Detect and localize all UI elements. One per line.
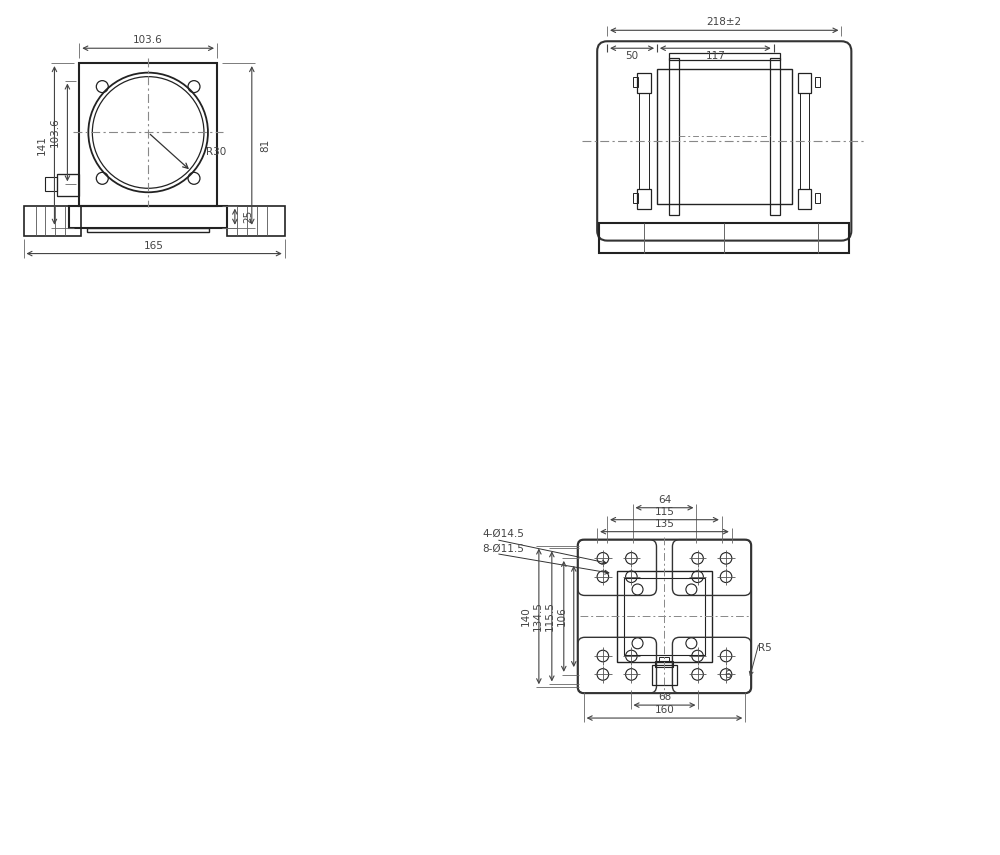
Text: 218±2: 218±2 [707,17,742,27]
Bar [639,93,649,189]
Bar [815,192,820,203]
Bar [24,206,81,236]
Bar [637,189,651,209]
Bar [227,206,285,236]
Text: 50: 50 [626,51,639,62]
Bar [633,77,638,87]
Bar [45,177,57,191]
Text: 68: 68 [658,692,671,702]
Bar [669,53,780,60]
Text: R30: R30 [206,147,226,157]
Bar [770,58,780,215]
Text: 117: 117 [705,51,725,62]
Bar [57,174,79,196]
Text: 135: 135 [655,519,674,528]
Bar [815,77,820,87]
Bar [652,665,677,685]
Bar [624,577,705,655]
Text: 106: 106 [557,606,567,626]
Bar [637,74,651,93]
Text: 134.5: 134.5 [533,601,543,631]
Bar [659,657,669,661]
Bar [69,206,227,227]
Text: 115: 115 [655,507,674,516]
Bar [633,192,638,203]
Text: 141: 141 [36,135,46,156]
Text: 115.5: 115.5 [545,601,555,631]
Text: 25: 25 [243,210,253,223]
Bar [800,93,809,189]
Bar [655,661,673,667]
Text: 4-Ø14.5: 4-Ø14.5 [482,528,524,539]
Text: 103.6: 103.6 [49,118,59,147]
Bar [87,227,209,232]
Text: 103.6: 103.6 [133,35,163,45]
Bar [599,222,849,252]
Text: 6: 6 [724,670,731,681]
Bar [657,69,792,203]
Text: R5: R5 [758,643,772,653]
Text: 165: 165 [144,240,164,251]
Bar [798,74,811,93]
Text: 64: 64 [658,495,671,504]
Text: 81: 81 [260,139,270,152]
Bar [79,63,217,206]
Bar [617,570,712,663]
Text: 140: 140 [521,606,531,626]
Bar [669,58,679,215]
Text: 160: 160 [655,705,674,715]
Bar [798,189,811,209]
Text: 8-Ø11.5: 8-Ø11.5 [482,544,524,553]
